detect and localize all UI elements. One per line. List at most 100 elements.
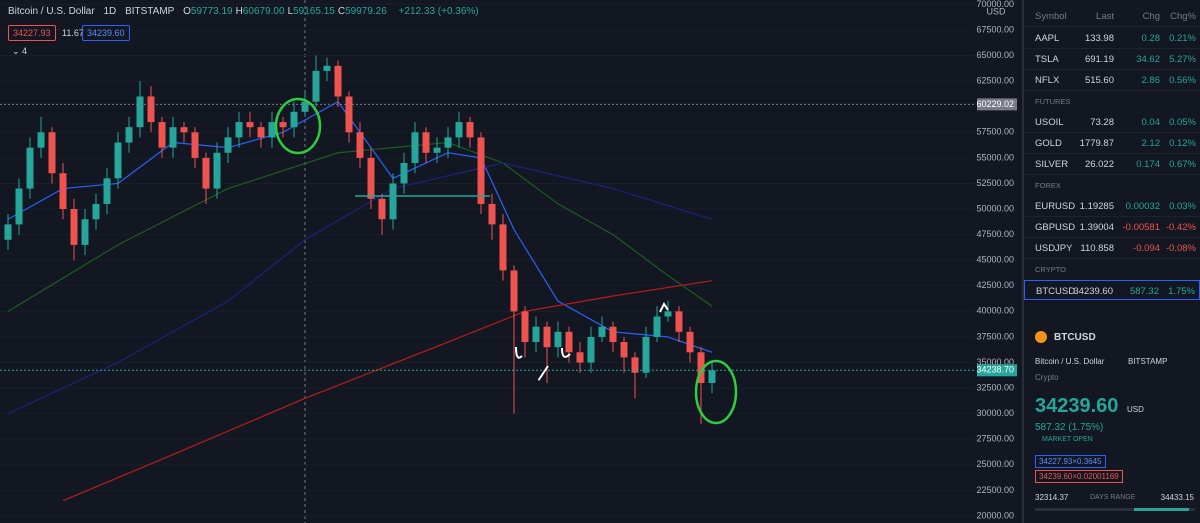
- ohlc-key: O: [183, 6, 191, 17]
- change-pct: -0.42%: [1165, 222, 1196, 233]
- last: 1.19285: [1079, 201, 1114, 212]
- symbol: BTCUSD: [1036, 286, 1076, 297]
- candle-body: [389, 183, 397, 220]
- watchlist-row[interactable]: AAPL 133.98 0.28 0.21%: [1024, 28, 1200, 49]
- watchlist-row[interactable]: USOIL 73.28 0.04 0.05%: [1024, 112, 1200, 133]
- ohlc-key: L: [287, 6, 294, 17]
- interval: 1D: [103, 6, 117, 17]
- candle-body: [290, 111, 298, 128]
- symbol: GBPUSD: [1035, 222, 1076, 233]
- watchlist-row[interactable]: BTCUSD 34239.60 587.32 1.75%: [1024, 280, 1200, 300]
- ohlc-key: C: [337, 6, 346, 17]
- candle-body: [48, 132, 56, 174]
- column-header: Symbol: [1035, 11, 1067, 22]
- ask-box[interactable]: 34239.60: [82, 25, 130, 41]
- candle-body: [532, 326, 540, 343]
- candle-body: [4, 224, 12, 240]
- candle-body: [499, 224, 507, 271]
- indicator-count[interactable]: ⌄ 4: [12, 46, 28, 56]
- watchlist-row[interactable]: NFLX 515.60 2.86 0.56%: [1024, 70, 1200, 91]
- change: -0.094: [1133, 243, 1160, 254]
- last: 515.60: [1084, 75, 1114, 86]
- watchlist-row[interactable]: TSLA 691.19 34.62 5.27%: [1024, 49, 1200, 70]
- range-low: 32314.37: [1035, 493, 1069, 502]
- candle-body: [345, 96, 353, 133]
- price-label: 60229.02: [976, 99, 1014, 109]
- detail-kind: Crypto: [1035, 373, 1059, 382]
- moving-average: [7, 162, 713, 415]
- change-pct: 0.03%: [1169, 201, 1196, 212]
- candle-body: [103, 178, 111, 204]
- detail-name: Bitcoin / U.S. Dollar: [1035, 357, 1105, 366]
- candle-body: [257, 127, 265, 138]
- coin-icon: [1035, 331, 1047, 343]
- symbol: EURUSD: [1035, 201, 1076, 212]
- candle-body: [587, 336, 595, 363]
- candle-body: [510, 270, 518, 312]
- bid-box[interactable]: 34227.93: [8, 25, 56, 41]
- change: 34.62: [1136, 54, 1160, 65]
- y-tick-label: 45000.00: [976, 255, 1014, 265]
- watchlist-row[interactable]: GOLD 1779.87 2.12 0.12%: [1024, 133, 1200, 154]
- last: 691.19: [1084, 54, 1114, 65]
- candle-body: [136, 96, 144, 128]
- change: 0.00032: [1125, 201, 1160, 212]
- count: 4: [22, 46, 28, 56]
- candle-body: [37, 132, 45, 148]
- candle-body: [565, 331, 573, 353]
- detail-change: 587.32 (1.75%): [1035, 422, 1104, 433]
- watchlist-row[interactable]: USDJPY 110.858 -0.094 -0.08%: [1024, 238, 1200, 259]
- candle-body: [224, 137, 232, 153]
- detail-price: 34239.60: [1035, 395, 1119, 417]
- candle-body: [477, 137, 485, 204]
- symbol: SILVER: [1035, 159, 1069, 170]
- section-label: CRYPTO: [1035, 265, 1066, 274]
- range-high: 34433.15: [1160, 493, 1194, 502]
- symbol: TSLA: [1035, 54, 1059, 65]
- candle-body: [59, 173, 67, 210]
- candle-body: [213, 152, 221, 189]
- symbol: USDJPY: [1035, 243, 1073, 254]
- candle-body: [642, 336, 650, 373]
- candle-body: [598, 326, 606, 337]
- change: 2.86: [1141, 75, 1161, 86]
- y-tick-label: 67500.00: [976, 24, 1014, 34]
- last: 133.98: [1084, 33, 1114, 44]
- change-pct: 0.21%: [1169, 33, 1196, 44]
- watchlist-row[interactable]: SILVER 26.022 0.174 0.67%: [1024, 154, 1200, 175]
- ohlc-key: H: [235, 6, 243, 17]
- change: 587.32: [1129, 286, 1159, 297]
- candle-body: [620, 342, 628, 358]
- y-tick-label: 27500.00: [976, 434, 1014, 444]
- y-tick-label: 42500.00: [976, 280, 1014, 290]
- y-tick-label: 37500.00: [976, 331, 1014, 341]
- candle-body: [708, 370, 716, 383]
- candle-body: [180, 127, 188, 133]
- symbol: AAPL: [1035, 33, 1060, 44]
- last: 26.022: [1084, 159, 1114, 170]
- watchlist-header: Symbol Last Chg Chg%: [1024, 6, 1200, 27]
- column-header: Last: [1096, 11, 1114, 22]
- detail-ask: 34239.60×0.02001169: [1035, 470, 1123, 483]
- candle-body: [26, 147, 34, 189]
- candle-body: [455, 122, 463, 138]
- last: 73.28: [1090, 117, 1114, 128]
- symbol: NFLX: [1035, 75, 1060, 86]
- change-pct: 0.56%: [1169, 75, 1196, 86]
- y-tick-label: 32500.00: [976, 382, 1014, 392]
- candle-body: [114, 142, 122, 179]
- change: +212.33 (+0.36%): [398, 6, 479, 17]
- exchange: BITSTAMP: [125, 6, 175, 17]
- detail-status: MARKET OPEN: [1042, 436, 1093, 443]
- watchlist-row[interactable]: GBPUSD 1.39004 -0.00581 -0.42%: [1024, 217, 1200, 238]
- price-label: 34238.70: [976, 365, 1014, 375]
- chart-header: Bitcoin / U.S. Dollar 1D BITSTAMP O59773…: [8, 6, 485, 17]
- y-tick-label: 22500.00: [976, 485, 1014, 495]
- y-tick-label: 40000.00: [976, 306, 1014, 316]
- detail-bid: 34227.93×0.3645: [1035, 455, 1106, 468]
- watchlist-row[interactable]: EURUSD 1.19285 0.00032 0.03%: [1024, 196, 1200, 217]
- detail-symbol: BTCUSD: [1054, 332, 1096, 343]
- candle-body: [631, 357, 639, 373]
- candle-body: [422, 132, 430, 153]
- candle-body: [279, 122, 287, 128]
